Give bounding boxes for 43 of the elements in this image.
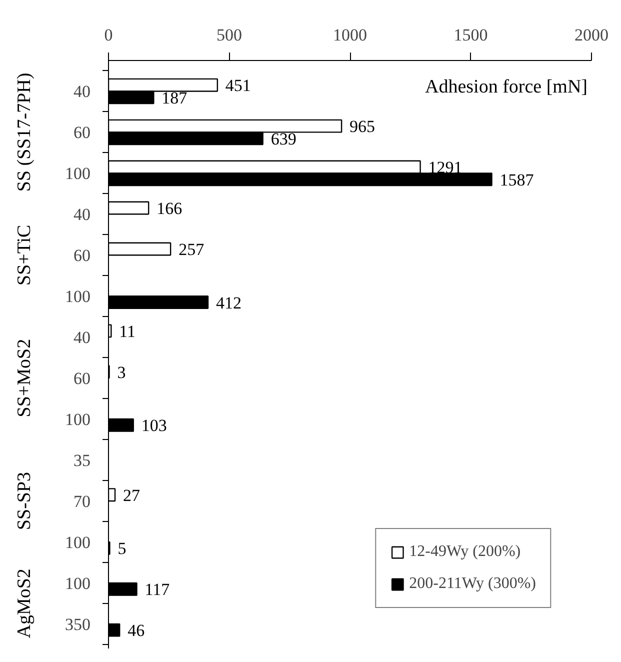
y-tick-label: 60 [74,123,90,142]
data-label: 1587 [500,170,534,190]
data-label: 1291 [428,158,462,178]
y-tick-label: 40 [74,205,90,224]
data-label: 103 [141,416,167,436]
y-tick-label: 40 [74,82,90,102]
y-tick-label: 350 [65,614,90,634]
data-label: 451 [225,76,251,96]
legend-label: 200-211Wy (300%) [409,575,536,593]
x-tick-label: 500 [216,26,242,44]
y-tick-label: 70 [74,492,90,511]
x-axis-title: Adhesion force [mN] [425,76,588,98]
text: AgMoS2 [14,568,35,638]
data-label: 965 [350,117,376,136]
data-label: 412 [216,293,242,312]
data-label: 117 [144,580,170,600]
data-label: 27 [123,486,141,505]
x-tick-label: 1500 [454,26,488,44]
data-label: 639 [270,129,296,148]
data-label: 187 [162,88,188,108]
y-tick-label: 100 [65,574,90,593]
data-label: 5 [118,539,126,558]
x-tick-label: 2000 [574,26,608,44]
y-tick-label: 100 [65,287,90,306]
text: SS+MoS2 [14,338,35,418]
y-tick-label: 100 [65,532,90,552]
data-label: 3 [117,362,126,382]
legend-label: 12-49Wy (200%) [409,543,521,561]
text: SS-SP3 [14,472,35,530]
y-tick-label: 100 [65,164,90,184]
y-tick-label: 100 [65,410,90,430]
text: SS (SS17-7PH) [14,72,35,192]
data-label: 257 [178,240,205,259]
data-label: 166 [156,199,182,218]
y-tick-label: 60 [74,246,90,266]
y-tick-label: 60 [74,369,90,388]
y-tick-label: 40 [74,328,90,348]
data-label: 46 [128,621,145,640]
text: SS+TiC [14,224,35,286]
data-label: 11 [119,322,136,341]
x-tick-label: 0 [104,26,113,44]
y-tick-label: 35 [74,451,90,470]
x-tick-label: 1000 [333,26,367,44]
